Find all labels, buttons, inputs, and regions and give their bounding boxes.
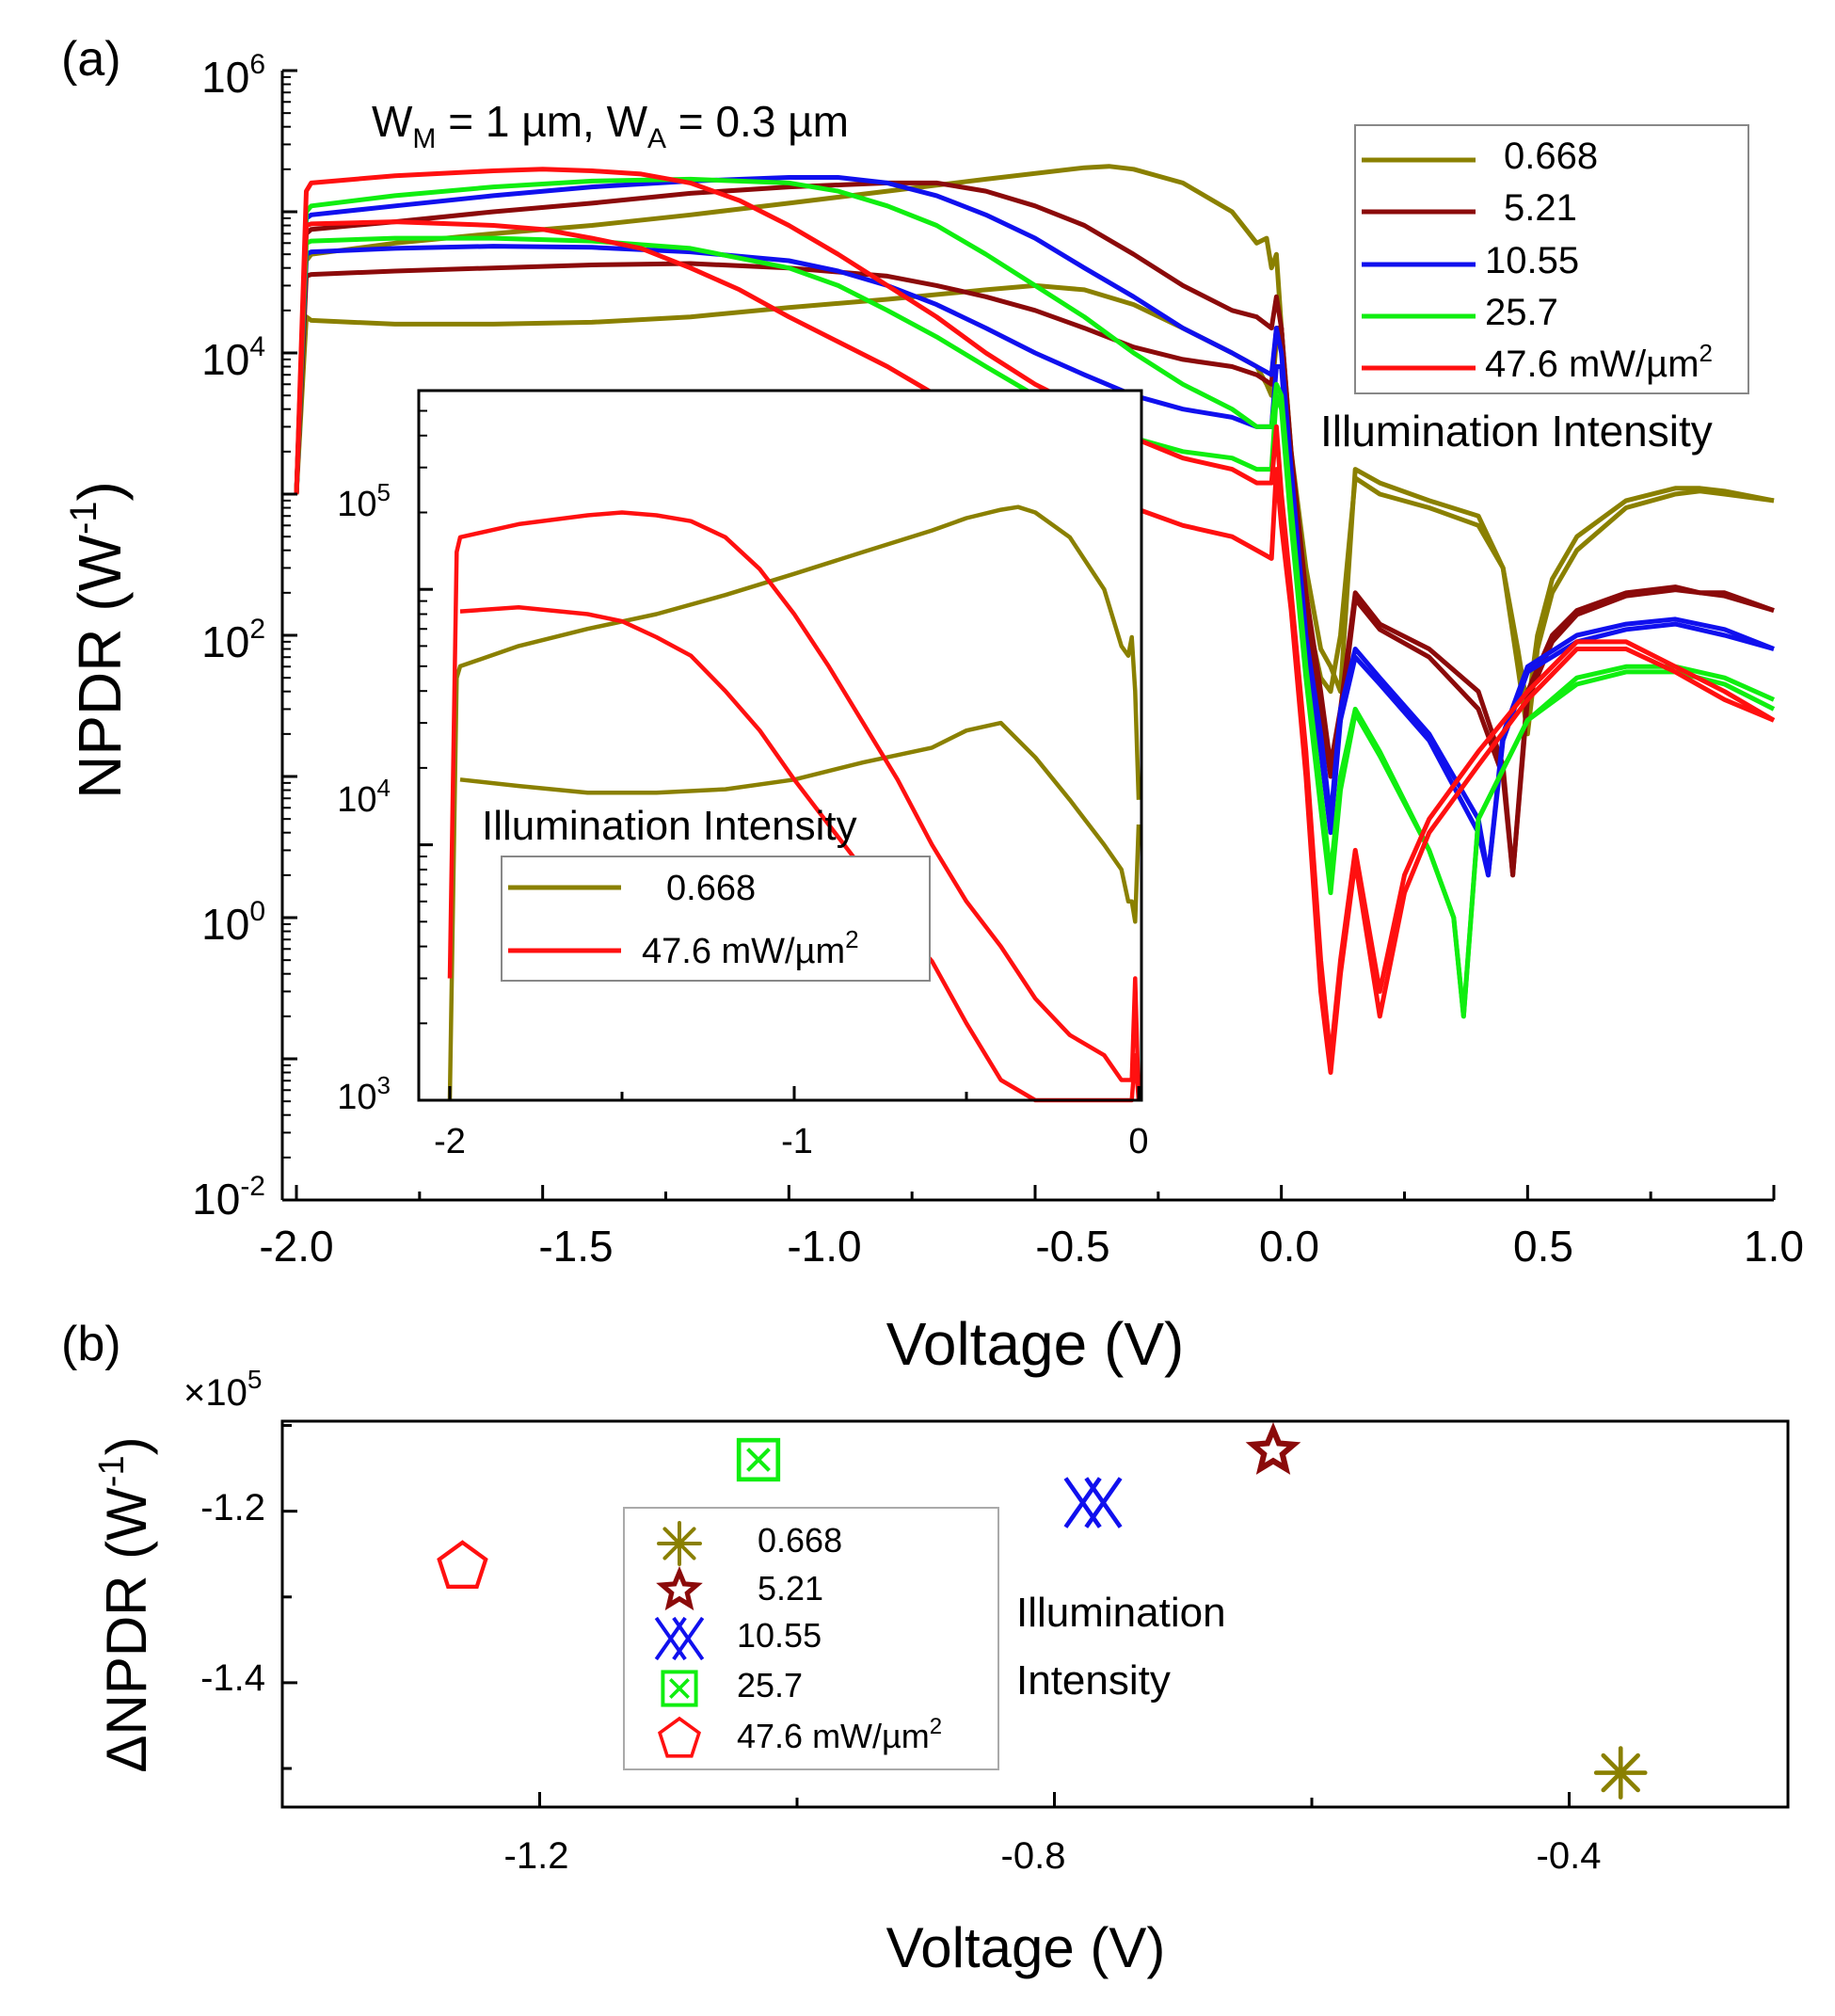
panel-b-legend-label-0668: 0.668	[758, 1521, 842, 1560]
y-tick-label: 10-2	[192, 1171, 265, 1224]
panel-b-y-tick-label: -1.4	[200, 1657, 265, 1699]
inset-legend-entries	[508, 885, 621, 953]
data-point-5-21	[1245, 1422, 1301, 1475]
panel-b-legend-label-521: 5.21	[758, 1569, 823, 1608]
asterisk-stroke	[1601, 1752, 1640, 1793]
pentagon-outline	[658, 1716, 701, 1758]
panel-b-points	[437, 1422, 1648, 1800]
inset-y-tick-label: 103	[337, 1071, 391, 1117]
panel-a-legend-box	[1354, 124, 1749, 394]
panel-b-y-tick-label: -1.2	[200, 1487, 265, 1528]
legend-marker-47-6-mw-m	[658, 1716, 701, 1758]
x-tick-label: -1.5	[538, 1222, 613, 1271]
panel-a-legend: 0.668 5.21 10.55 25.7 47.6 mW/µm2	[1354, 124, 1749, 394]
legend-label-1055: 10.55	[1485, 240, 1579, 281]
legend-label-476: 47.6 mW/µm2	[1485, 339, 1713, 385]
inset-x-tick-label: 0	[1128, 1122, 1148, 1161]
inset-legend-label-0668: 0.668	[666, 869, 756, 908]
x-stroke	[669, 1678, 690, 1699]
panel-b: (b) ×105 -1.2 -1.4 -1.2 -0.8 -0.4 Voltag…	[61, 1317, 1790, 1979]
x-stroke	[1084, 1477, 1123, 1528]
panel-b-multiplier: ×105	[184, 1365, 262, 1414]
data-point-0-668	[1593, 1746, 1648, 1800]
inset-y-tick-label: 104	[337, 774, 391, 820]
panel-b-annotation-line2: Intensity	[1016, 1657, 1171, 1704]
x-stroke	[746, 1448, 771, 1472]
pentagon-outline	[437, 1540, 488, 1590]
inset-series-line-47-6-mw-m-0	[447, 510, 1141, 1101]
panel-b-legend-label-257: 25.7	[737, 1666, 803, 1704]
panel-b-x-tick-label: -0.4	[1537, 1835, 1602, 1877]
data-point-10-55	[1063, 1477, 1123, 1528]
asterisk-stroke	[662, 1527, 696, 1560]
panel-b-label: (b)	[61, 1317, 121, 1371]
panel-b-legend-label-476: 47.6 mW/µm2	[737, 1714, 942, 1755]
panel-a-label: (a)	[61, 32, 121, 87]
legend-label-257: 25.7	[1485, 292, 1558, 333]
panel-b-x-tick-label: -1.2	[504, 1835, 569, 1877]
legend-marker-0-668	[657, 1521, 702, 1566]
x-tick-label: 0.5	[1513, 1222, 1573, 1271]
y-tick-label: 100	[201, 896, 265, 949]
panel-a: (a) 106 104 102 100 10-2 -2.0 -1.5 -1.0 …	[61, 32, 1804, 1378]
x-tick-label: 1.0	[1744, 1222, 1804, 1271]
panel-a-plot-area	[294, 164, 1776, 1075]
legend-marker-10-55	[654, 1616, 705, 1661]
panel-a-legend-title: Illumination Intensity	[1320, 407, 1713, 456]
inset-x-tick-label: -2	[434, 1122, 466, 1161]
star-outline	[1245, 1422, 1301, 1475]
panel-b-y-title: ΔNPDR (W-1)	[92, 1436, 158, 1772]
panel-b-frame	[280, 1419, 1790, 1809]
legend-label-521: 5.21	[1504, 187, 1577, 229]
y-tick-label: 106	[201, 49, 265, 102]
panel-a-y-tick-labels: 106 104 102 100 10-2	[192, 49, 265, 1224]
inset: 105 104 103 -2 -1 0 Illumination Intensi…	[337, 389, 1149, 1161]
y-tick-label: 104	[201, 331, 265, 384]
data-point-47-6-mw-m	[437, 1540, 488, 1590]
x-tick-label: -0.5	[1035, 1222, 1109, 1271]
box-outline	[661, 1670, 698, 1707]
panel-a-x-title: Voltage (V)	[886, 1310, 1185, 1378]
panel-b-x-tick-label: -0.8	[1001, 1835, 1066, 1877]
series-line-47-6-mw-m-1	[294, 219, 1775, 1075]
star-outline	[1253, 1430, 1294, 1468]
panel-b-legend-label-1055: 10.55	[737, 1616, 822, 1655]
x-tick-label: 0.0	[1259, 1222, 1319, 1271]
inset-frame	[417, 389, 1143, 1102]
panel-a-annotation: WM = 1 µm, WA = 0.3 µm	[372, 97, 849, 154]
panel-b-ticks	[282, 1424, 1572, 1807]
inset-legend-label-476: 47.6 mW/µm2	[642, 925, 859, 971]
inset-series-line-0-668-1	[459, 720, 1141, 924]
inset-x-tick-label: -1	[781, 1122, 813, 1161]
y-tick-label: 102	[201, 614, 265, 666]
panel-a-ticks	[282, 69, 1776, 1202]
inset-y-tick-label: 105	[337, 478, 391, 524]
legend-label-0668: 0.668	[1504, 136, 1598, 177]
panel-b-x-title: Voltage (V)	[886, 1916, 1166, 1979]
inset-legend-title: Illumination Intensity	[482, 803, 857, 849]
legend-marker-25-7	[661, 1670, 698, 1707]
panel-a-x-tick-labels: -2.0 -1.5 -1.0 -0.5 0.0 0.5 1.0	[259, 1222, 1804, 1271]
legend-marker-5-21	[656, 1565, 703, 1611]
series-line-47-6-mw-m-0	[294, 167, 1776, 1062]
panel-a-legend-entries	[1362, 157, 1476, 371]
inset-series-line-0-668-0	[447, 504, 1141, 1101]
inset-legend-box	[501, 856, 931, 982]
star-outline	[662, 1573, 697, 1606]
panel-b-annotation-line1: Illumination	[1016, 1590, 1226, 1636]
star-outline	[656, 1565, 703, 1611]
x-tick-label: -2.0	[259, 1222, 333, 1271]
box-outline	[736, 1437, 781, 1482]
data-point-25-7	[736, 1437, 781, 1482]
panel-a-y-title: NPDR (W-1)	[63, 481, 134, 799]
x-stroke	[672, 1616, 705, 1661]
panel-b-legend-entries	[654, 1521, 705, 1758]
x-tick-label: -1.0	[787, 1222, 861, 1271]
inset-ticks	[419, 390, 1141, 1102]
